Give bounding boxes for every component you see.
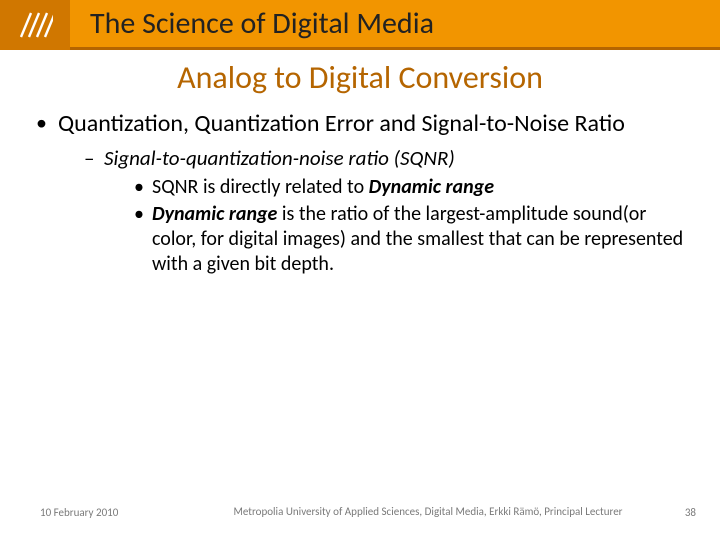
footer-date: 10 February 2010 (40, 506, 210, 519)
list-item: Dynamic range is the ratio of the larges… (134, 202, 684, 277)
bullet-list-lvl2: Signal-to-quantization-noise ratio (SQNR… (58, 145, 684, 277)
bullet-text: Signal-to-quantization-noise ratio (SQNR… (104, 145, 455, 171)
footer: 10 February 2010 Metropolia University o… (0, 494, 720, 530)
bullet-emphasis: Dynamic range (152, 202, 277, 226)
list-item: Signal-to-quantization-noise ratio (SQNR… (84, 145, 684, 277)
header-bar: The Science of Digital Media (0, 0, 720, 50)
title-box: The Science of Digital Media (70, 0, 720, 50)
logo-icon (17, 11, 53, 39)
bullet-emphasis: Dynamic range (369, 175, 494, 199)
logo-box (0, 0, 70, 50)
content-area: Quantization, Quantization Error and Sig… (0, 97, 720, 540)
list-item: Quantization, Quantization Error and Sig… (36, 109, 684, 277)
bullet-text: SQNR is directly related to (152, 175, 369, 199)
subtitle-row: Analog to Digital Conversion (0, 58, 720, 97)
footer-page-number: 38 (646, 506, 696, 519)
slide: The Science of Digital Media Analog to D… (0, 0, 720, 540)
slide-title: The Science of Digital Media (90, 5, 434, 42)
list-item: SQNR is directly related to Dynamic rang… (134, 175, 684, 200)
bullet-text: Quantization, Quantization Error and Sig… (58, 109, 625, 138)
footer-attribution: Metropolia University of Applied Science… (210, 505, 646, 518)
bullet-list-lvl3: SQNR is directly related to Dynamic rang… (104, 175, 684, 277)
bullet-list-lvl1: Quantization, Quantization Error and Sig… (36, 109, 684, 277)
slide-subtitle: Analog to Digital Conversion (177, 58, 543, 97)
